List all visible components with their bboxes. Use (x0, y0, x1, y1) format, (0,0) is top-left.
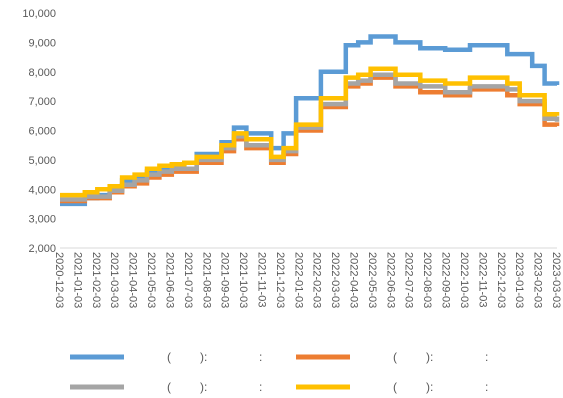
x-tick-label: 2022-11-03 (476, 252, 488, 307)
x-tick-label: 2022-05-03 (366, 252, 378, 308)
y-tick-label: 9,000 (28, 37, 56, 49)
legend: ()::()::()::():: (70, 350, 488, 394)
legend-label-3: : (259, 380, 262, 394)
x-tick-label: 2021-09-03 (219, 252, 231, 308)
y-tick-label: 7,000 (28, 96, 56, 108)
x-tick-label: 2022-09-03 (440, 252, 452, 308)
x-tick-label: 2022-08-03 (421, 252, 433, 308)
x-tick-label: 2021-07-03 (182, 252, 194, 308)
legend-label-2: : (485, 350, 488, 364)
x-tick-label: 2022-12-03 (495, 252, 507, 308)
x-tick-label: 2021-08-03 (200, 252, 212, 308)
x-tick-label: 2022-04-03 (348, 252, 360, 308)
x-tick-label: 2021-05-03 (145, 252, 157, 308)
x-tick-label: 2023-02-03 (532, 252, 544, 308)
y-tick-label: 6,000 (28, 126, 56, 138)
x-axis-ticks: 2020-12-03 2021-01-03 2021-02-03 2021-03-03… (53, 252, 562, 308)
x-tick-label: 2021-01-03 (71, 252, 83, 308)
legend-label-4: : (485, 380, 488, 394)
x-tick-label: 2021-12-03 (274, 252, 286, 308)
legend-label-2: ): (426, 350, 433, 364)
y-tick-label: 4,000 (28, 184, 56, 196)
x-tick-label: 2022-06-03 (384, 252, 396, 308)
x-tick-label: 2022-10-03 (458, 252, 470, 308)
y-axis-ticks: 2,000 3,000 4,000 5,000 6,000 7,000 8,000 9,000… (22, 8, 56, 255)
y-tick-label: 2,000 (28, 243, 56, 255)
x-tick-label: 2022-03-03 (329, 252, 341, 308)
legend-label-3: ( (167, 380, 171, 394)
legend-label-1: ( (167, 350, 171, 364)
x-tick-label: 2020-12-03 (53, 252, 65, 308)
x-tick-label: 2023-03-03 (550, 252, 562, 308)
series-line-3 (60, 72, 560, 202)
x-tick-label: 2021-03-03 (108, 252, 120, 308)
x-tick-label: 2022-01-03 (292, 252, 304, 308)
x-tick-label: 2023-01-03 (513, 252, 525, 308)
x-tick-label: 2022-07-03 (403, 252, 415, 308)
series-lines (60, 34, 560, 207)
legend-label-1: ): (200, 350, 207, 364)
x-tick-label: 2021-06-03 (163, 252, 175, 308)
y-tick-label: 8,000 (28, 67, 56, 79)
y-tick-label: 3,000 (28, 214, 56, 226)
y-tick-label: 5,000 (28, 155, 56, 167)
x-tick-label: 2021-02-03 (90, 252, 102, 308)
x-tick-label: 2021-04-03 (127, 252, 139, 308)
x-tick-label: 2021-11-03 (255, 252, 267, 307)
legend-label-1: : (259, 350, 262, 364)
legend-label-4: ( (393, 380, 397, 394)
x-tick-label: 2021-10-03 (237, 252, 249, 308)
x-tick-label: 2022-02-03 (311, 252, 323, 308)
y-tick-label: 10,000 (22, 8, 56, 20)
legend-label-2: ( (393, 350, 397, 364)
legend-label-4: ): (426, 380, 433, 394)
legend-label-3: ): (200, 380, 207, 394)
series-line-4 (60, 66, 560, 198)
